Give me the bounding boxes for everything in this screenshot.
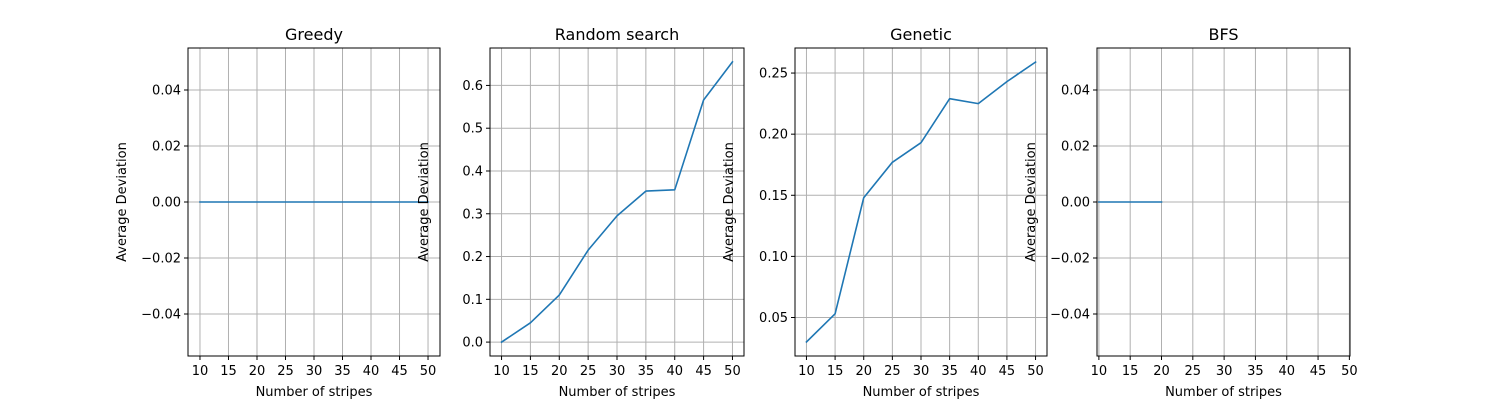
y-tick-label: 0.2 (462, 250, 483, 265)
x-tick-label: 40 (970, 364, 987, 379)
x-tick-label: 45 (999, 364, 1016, 379)
subplot-1: 10 15 20 25 30 35 40 45 50 −0.04 −0.02 0.00 0.02 0.04… (115, 25, 441, 400)
y-axis-label: Average Deviation (417, 142, 432, 262)
x-tick-label: 50 (420, 364, 437, 379)
y-axis-label: Average Deviation (1024, 142, 1039, 262)
x-tick-label: 30 (306, 364, 323, 379)
subplot-4: 10 15 20 25 30 35 40 45 50 −0.04 −0.02 0.00 0.02 0.04… (1024, 25, 1358, 400)
x-tick-label: 20 (1153, 364, 1170, 379)
x-tick-label: 35 (1247, 364, 1264, 379)
y-tick-label: 0.00 (152, 196, 181, 211)
x-tick-label: 50 (1341, 364, 1358, 379)
y-tick-label: 0.04 (152, 84, 181, 99)
x-tick-label: 15 (1122, 364, 1139, 379)
x-tick-label: 15 (522, 364, 539, 379)
y-tick-label: −0.04 (141, 308, 181, 323)
subplot-2: 10 15 20 25 30 35 40 45 50 0.0 0.1 0.2 0.3 0.4 0.5 0.6 R… (417, 25, 745, 400)
series-line (805, 60, 1037, 344)
x-tick-label: 10 (1091, 364, 1108, 379)
y-tick-label: 0.15 (759, 189, 788, 204)
y-tick-label: 0.0 (462, 336, 483, 351)
y-axis-label: Average Deviation (722, 142, 737, 262)
y-tick-label: 0.02 (1061, 140, 1090, 155)
x-tick-label: 50 (724, 364, 741, 379)
subplot-title: Random search (555, 25, 679, 44)
y-tick-label: −0.02 (1050, 252, 1090, 267)
x-tick-label: 30 (609, 364, 626, 379)
x-tick-label: 15 (827, 364, 844, 379)
x-tick-label: 25 (277, 364, 294, 379)
x-tick-label: 35 (638, 364, 655, 379)
y-tick-label: 0.6 (462, 79, 483, 94)
subplot-title: BFS (1208, 25, 1238, 44)
y-tick-label: −0.02 (141, 252, 181, 267)
y-tick-label: 0.05 (759, 311, 788, 326)
x-tick-label: 20 (551, 364, 568, 379)
x-tick-label: 15 (220, 364, 237, 379)
subplot-3: 10 15 20 25 30 35 40 45 50 0.05 0.10 0.15 0.20 0.25 Ge… (722, 25, 1048, 400)
x-axis-label: Number of stripes (863, 385, 980, 400)
y-tick-label: 0.25 (759, 67, 788, 82)
x-tick-label: 30 (913, 364, 930, 379)
y-tick-label: 0.10 (759, 250, 788, 265)
x-tick-label: 45 (1310, 364, 1327, 379)
subplot-title: Greedy (285, 25, 343, 44)
x-tick-label: 10 (798, 364, 815, 379)
x-tick-label: 40 (1278, 364, 1295, 379)
x-tick-label: 45 (695, 364, 712, 379)
x-tick-label: 25 (884, 364, 901, 379)
x-tick-label: 25 (580, 364, 597, 379)
y-tick-label: 0.04 (1061, 84, 1090, 99)
x-tick-label: 40 (363, 364, 380, 379)
x-tick-label: 40 (666, 364, 683, 379)
x-tick-label: 10 (192, 364, 209, 379)
y-tick-label: 0.3 (462, 207, 483, 222)
x-tick-label: 50 (1027, 364, 1044, 379)
x-tick-label: 10 (493, 364, 510, 379)
y-axis-label: Average Deviation (115, 142, 130, 262)
x-tick-label: 25 (1185, 364, 1202, 379)
x-axis-label: Number of stripes (1165, 385, 1282, 400)
y-tick-label: 0.1 (462, 293, 483, 308)
x-tick-label: 20 (249, 364, 266, 379)
y-tick-label: 0.00 (1061, 196, 1090, 211)
series-line (500, 60, 734, 344)
y-tick-label: 0.4 (462, 164, 483, 179)
x-tick-label: 30 (1216, 364, 1233, 379)
y-tick-label: 0.02 (152, 140, 181, 155)
subplot-title: Genetic (890, 25, 952, 44)
x-tick-label: 20 (855, 364, 872, 379)
y-tick-label: 0.20 (759, 128, 788, 143)
x-axis-label: Number of stripes (559, 385, 676, 400)
x-axis-label: Number of stripes (256, 385, 373, 400)
y-tick-label: −0.04 (1050, 308, 1090, 323)
x-tick-label: 35 (334, 364, 351, 379)
y-tick-label: 0.5 (462, 122, 483, 137)
x-tick-label: 35 (941, 364, 958, 379)
x-tick-label: 45 (391, 364, 408, 379)
